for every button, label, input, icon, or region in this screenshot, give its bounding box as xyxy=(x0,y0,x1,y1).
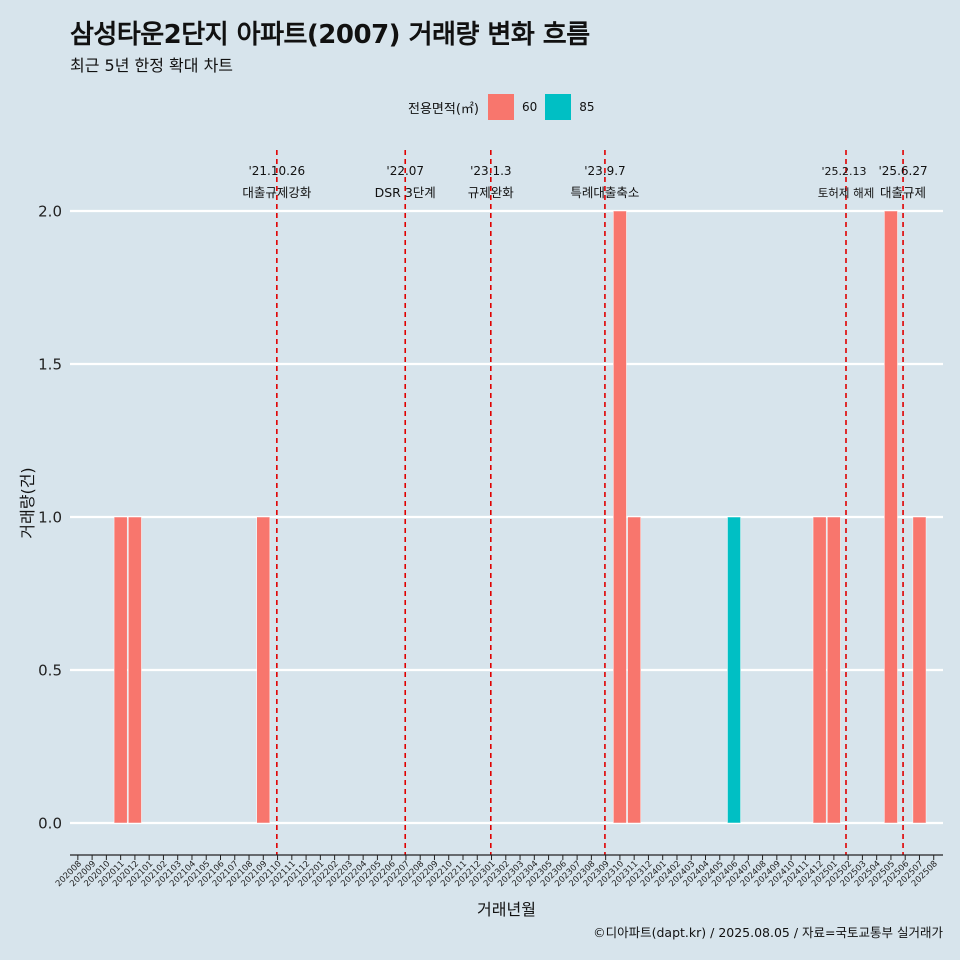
bar-60-202507 xyxy=(912,516,927,824)
bar-60-202505 xyxy=(884,210,898,824)
legend-label-60: 60 xyxy=(521,100,538,114)
event-date: '23.9.7 xyxy=(584,164,625,178)
bar-60-202011 xyxy=(113,516,128,824)
event-label: 규제완화 xyxy=(468,185,515,200)
event-date: '25.2.13 xyxy=(821,165,866,178)
event-date: '23.1.3 xyxy=(470,164,511,178)
axes xyxy=(70,854,943,860)
legend-item-60: 60 xyxy=(487,94,538,120)
legend-label-85: 85 xyxy=(579,100,595,114)
bar-85-202406 xyxy=(727,516,741,824)
legend-swatch-60 xyxy=(487,94,514,120)
x-axis-title: 거래년월 xyxy=(477,900,536,919)
y-tick-label: 2.0 xyxy=(38,203,62,221)
caption: ©디아파트(dapt.kr) / 2025.08.05 / 자료=국토교통부 실… xyxy=(593,925,943,940)
legend-swatch-85 xyxy=(545,94,572,120)
bars xyxy=(113,210,927,824)
bar-60-202501 xyxy=(827,516,841,824)
chart-subtitle: 최근 5년 한정 확대 차트 xyxy=(70,56,234,75)
event-date: '22.07 xyxy=(386,164,424,178)
y-axis-title: 거래량(건) xyxy=(18,467,37,538)
event-date: '21.10.26 xyxy=(248,164,305,178)
event-label: 대출규제강화 xyxy=(242,185,312,200)
legend-title: 전용면적(㎡) xyxy=(408,101,479,117)
bar-60-202012 xyxy=(128,516,142,824)
y-tick-label: 0.0 xyxy=(38,815,62,833)
event-date: '25.6.27 xyxy=(879,164,928,178)
y-tick-label: 1.0 xyxy=(38,509,62,527)
chart-title: 삼성타운2단지 아파트(2007) 거래량 변화 흐름 xyxy=(70,20,590,50)
y-tick-label: 0.5 xyxy=(38,662,62,680)
legend-item-85: 85 xyxy=(545,94,595,120)
bar-60-202109 xyxy=(256,516,271,824)
y-tick-label: 1.5 xyxy=(38,356,62,374)
event-label: DSR 3단계 xyxy=(375,185,436,200)
bar-60-202311 xyxy=(627,516,641,824)
event-label: 토허제 해제 xyxy=(818,186,875,200)
event-lines xyxy=(276,150,904,855)
labels: 0.0 0.5 1.0 1.5 2.0 '21.10.26 대출규제강화 '22.07 DSR … xyxy=(18,164,940,919)
grid-lines xyxy=(70,209,943,825)
event-label: 대출규제 xyxy=(880,185,926,200)
legend: 전용면적(㎡) 60 85 xyxy=(408,93,603,121)
bar-60-202412 xyxy=(812,516,827,824)
event-label: 특례대출축소 xyxy=(570,185,639,200)
bar-60-202310 xyxy=(613,210,627,824)
